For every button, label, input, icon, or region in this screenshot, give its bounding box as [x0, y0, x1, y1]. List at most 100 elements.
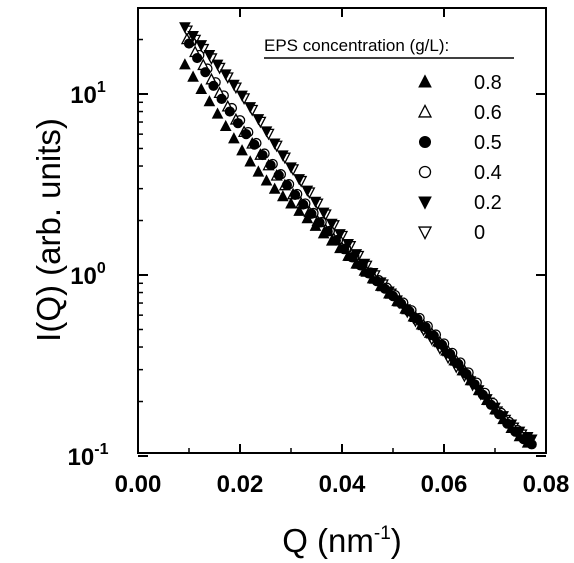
data-point-0.8 [448, 354, 461, 366]
data-point-0.8 [497, 412, 509, 425]
data-point-0.5 [265, 159, 276, 171]
data-point-0.5 [298, 199, 309, 210]
data-point-0.8 [399, 302, 412, 314]
data-point-0.5 [273, 170, 284, 181]
legend-marker-0.6 [417, 103, 433, 118]
data-point-0.5 [232, 118, 244, 129]
data-point-0.5 [200, 67, 211, 78]
data-point-0.8 [195, 82, 208, 95]
data-point-0.8 [277, 190, 289, 202]
data-point-0.5 [281, 179, 293, 191]
data-point-0.8 [301, 211, 314, 224]
data-point-0.8 [481, 393, 493, 405]
plot-frame [137, 7, 547, 454]
legend-label: 0.8 [474, 72, 502, 94]
data-point-0.2 [244, 102, 257, 114]
data-point-0.8 [203, 95, 216, 107]
data-point-0.8 [268, 182, 281, 194]
data-point-0.8 [464, 374, 477, 386]
x-tick-label: 0.04 [319, 471, 366, 498]
data-point-0.8 [391, 294, 403, 307]
data-point-0.8 [350, 257, 363, 269]
data-point-0.8 [358, 264, 371, 276]
data-point-0.8 [432, 335, 444, 347]
x-axis-title: Q (nm-1) [282, 522, 402, 559]
data-point-0.5 [208, 80, 219, 91]
data-point-0.2 [317, 207, 330, 219]
data-point-0.8 [513, 430, 526, 442]
data-point-0.8 [260, 174, 273, 186]
data-point-0.8 [179, 58, 191, 70]
x-tick-label: 0.00 [115, 471, 162, 498]
data-point-0.2 [325, 218, 338, 230]
legend-marker-0 [417, 226, 433, 241]
data-points [179, 22, 538, 450]
data-point-0.2 [293, 174, 305, 186]
data-point-0.8 [505, 421, 518, 434]
data-point-0.2 [334, 229, 346, 241]
data-point-0.5 [183, 38, 195, 49]
data-point-0.2 [195, 40, 208, 52]
data-point-0.2 [211, 59, 224, 71]
data-point-0.2 [179, 22, 191, 34]
legend-marker-0.8 [418, 74, 432, 88]
data-point-0.5 [192, 52, 203, 64]
y-axis-title: I(Q) (arb. units) [30, 118, 67, 342]
data-point-0.2 [285, 162, 297, 174]
legend-marker-0.2 [418, 196, 432, 210]
data-point-0.8 [342, 249, 354, 261]
data-point-0.8 [309, 219, 322, 231]
data-point-0.5 [241, 129, 252, 140]
legend-label: 0 [474, 222, 485, 244]
legend-label: 0.2 [474, 192, 502, 214]
data-point-0.2 [203, 50, 216, 62]
data-point-0.2 [219, 69, 232, 81]
data-point-0.8 [325, 234, 338, 246]
data-point-0.8 [383, 287, 395, 299]
data-point-0.8 [407, 310, 420, 322]
data-point-0.5 [257, 149, 268, 161]
data-point-0.8 [366, 272, 379, 284]
legend-title: EPS concentration (g/L): [264, 36, 449, 55]
legend-marker-0.4 [418, 165, 432, 179]
data-point-0.2 [268, 138, 281, 150]
data-point-0.2 [277, 150, 289, 162]
x-tick-labels: 0.00 0.02 0.04 0.06 0.08 [115, 471, 570, 498]
data-point-0.8 [440, 344, 452, 356]
data-point-0.8 [472, 383, 485, 396]
legend: EPS concentration (g/L): 0.8 0.6 0.5 0.4 0.2… [264, 36, 514, 244]
data-point-0.8 [228, 132, 240, 144]
x-tick-label: 0.06 [421, 471, 468, 498]
data-point-0.8 [285, 197, 297, 209]
data-point-0.8 [415, 318, 428, 330]
data-point-0.5 [216, 93, 227, 104]
data-point-0.2 [309, 196, 322, 209]
legend-marker-0.5 [418, 135, 432, 149]
legend-label: 0.6 [474, 102, 502, 124]
data-point-0.2 [260, 126, 273, 138]
data-point-0.8 [374, 279, 387, 291]
data-point-0.2 [252, 114, 265, 126]
data-point-0.8 [252, 165, 265, 177]
legend-label: 0.5 [474, 132, 502, 154]
data-point-0.8 [219, 119, 232, 132]
data-point-0.8 [456, 364, 469, 376]
data-point-0.8 [187, 70, 199, 82]
data-point-0.5 [249, 139, 260, 150]
y-tick-labels: 10-1 100 101 [68, 79, 109, 471]
y-tick-label: 101 [70, 79, 106, 109]
y-tick-label: 10-1 [68, 441, 109, 471]
legend-label: 0.4 [474, 162, 502, 184]
data-point-0.8 [489, 403, 501, 415]
data-point-0.8 [293, 204, 305, 216]
data-point-0.2 [187, 31, 199, 43]
y-tick-label: 100 [70, 260, 106, 290]
data-point-0.2 [301, 185, 314, 197]
data-point-0.8 [244, 155, 257, 167]
data-point-0.2 [236, 90, 248, 102]
x-tick-label: 0.02 [217, 471, 264, 498]
data-point-0.8 [334, 241, 346, 254]
data-point-0.2 [228, 79, 240, 91]
data-point-0.8 [423, 326, 436, 338]
